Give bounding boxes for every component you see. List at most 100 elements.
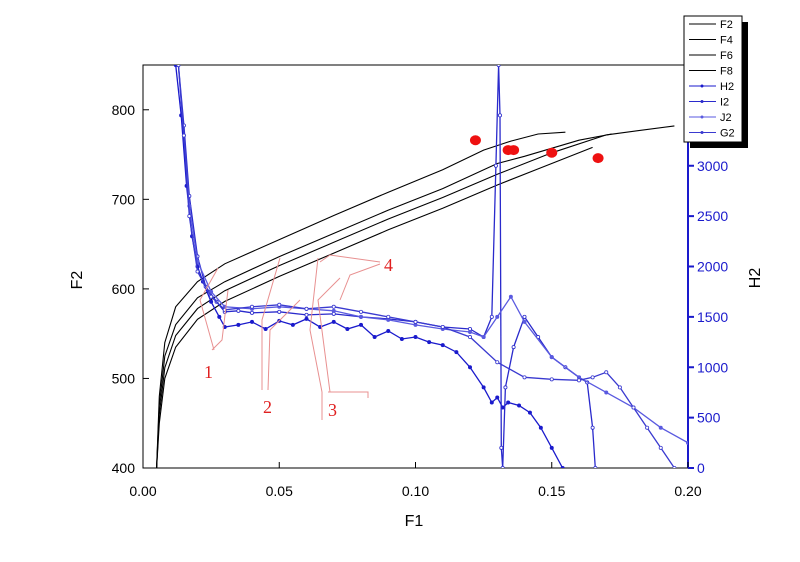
series-point-h2 xyxy=(427,340,432,345)
y-right-tick-label: 0 xyxy=(697,460,705,476)
y-right-tick-label: 1000 xyxy=(697,359,728,375)
series-point-h2 xyxy=(538,425,543,430)
series-point-i2 xyxy=(304,312,309,317)
series-point-g2 xyxy=(181,133,186,138)
series-point-g2 xyxy=(195,269,200,274)
series-line-f4 xyxy=(156,133,612,468)
series-point-h2 xyxy=(489,400,494,405)
highlight-point xyxy=(592,153,604,164)
series-point-g2 xyxy=(604,370,609,375)
series-point-h2 xyxy=(290,322,295,327)
y-right-tick-label: 500 xyxy=(697,410,721,426)
series-line-i2 xyxy=(177,65,596,468)
series-point-h2 xyxy=(217,314,222,319)
series-line-j2 xyxy=(177,65,688,444)
series-point-j2 xyxy=(467,329,472,334)
series-point-i2 xyxy=(277,309,282,314)
legend-marker xyxy=(700,100,704,103)
y-right-tick-label: 2500 xyxy=(697,208,728,224)
series-point-g2 xyxy=(658,445,663,450)
y-left-tick-label: 400 xyxy=(112,460,136,476)
series-point-j2 xyxy=(358,314,363,319)
legend-label: H2 xyxy=(720,81,734,93)
series-point-j2 xyxy=(658,425,663,430)
series-point-g2 xyxy=(176,65,181,67)
series-point-h2 xyxy=(372,335,377,340)
y-left-axis-title: F2 xyxy=(69,271,86,290)
series-point-g2 xyxy=(187,214,192,219)
series-point-h2 xyxy=(481,385,486,390)
x-tick-label: 0.20 xyxy=(674,483,701,499)
series-point-h2 xyxy=(454,350,459,355)
annotation-label-1: 1 xyxy=(204,362,213,382)
series-point-i2 xyxy=(489,314,494,319)
series-point-i2 xyxy=(499,445,504,450)
legend-marker xyxy=(700,131,704,134)
series-point-j2 xyxy=(522,319,527,324)
series-point-j2 xyxy=(209,289,214,294)
series-point-g2 xyxy=(331,304,336,309)
series-point-h2 xyxy=(517,403,522,408)
y-right-tick-label: 2000 xyxy=(697,259,728,275)
legend-marker xyxy=(700,115,704,119)
series-point-g2 xyxy=(522,375,527,380)
annotation-label-2: 2 xyxy=(263,397,272,417)
series-point-h2 xyxy=(304,316,309,321)
series-point-h2 xyxy=(506,400,511,405)
series-point-g2 xyxy=(495,360,500,365)
series-point-g2 xyxy=(440,324,445,329)
highlight-point xyxy=(508,145,520,156)
series-point-i2 xyxy=(497,113,502,118)
series-layer xyxy=(156,65,688,468)
series-point-i2 xyxy=(511,345,516,350)
series-point-g2 xyxy=(549,377,554,382)
y-left-tick-label: 700 xyxy=(112,191,136,207)
series-point-i2 xyxy=(249,310,254,315)
annotation-label-3: 3 xyxy=(328,400,337,420)
series-point-g2 xyxy=(577,378,582,383)
series-point-h2 xyxy=(345,326,350,331)
series-point-i2 xyxy=(236,308,241,313)
y-left-tick-label: 600 xyxy=(112,281,136,297)
series-point-h2 xyxy=(467,365,472,370)
highlight-points-layer xyxy=(469,135,604,164)
series-point-j2 xyxy=(508,294,513,299)
series-point-h2 xyxy=(413,335,418,340)
series-point-i2 xyxy=(522,314,527,319)
series-point-h2 xyxy=(358,322,363,327)
plot-frame xyxy=(142,64,689,469)
legend-label: F6 xyxy=(720,50,733,62)
legend-label: G2 xyxy=(720,128,735,140)
series-point-j2 xyxy=(481,335,486,340)
series-point-g2 xyxy=(304,306,309,311)
series-point-i2 xyxy=(500,466,505,468)
series-point-h2 xyxy=(549,445,554,450)
x-tick-label: 0.15 xyxy=(538,483,565,499)
series-point-j2 xyxy=(549,355,554,360)
series-point-g2 xyxy=(645,425,650,430)
series-point-j2 xyxy=(604,390,609,395)
x-tick-label: 0.10 xyxy=(402,483,429,499)
series-point-i2 xyxy=(593,466,598,468)
legend-label: J2 xyxy=(720,112,732,124)
series-point-h2 xyxy=(249,319,254,324)
series-point-h2 xyxy=(495,395,500,400)
y-left-tick-label: 800 xyxy=(112,102,136,118)
series-point-i2 xyxy=(493,163,498,168)
series-line-f2 xyxy=(156,131,566,468)
x-axis-ticks: 0.00 0.05 0.10 0.15 0.20 xyxy=(129,462,702,499)
annotation-label-4: 4 xyxy=(384,255,393,275)
series-point-g2 xyxy=(413,319,418,324)
series-line-g2 xyxy=(177,65,675,468)
series-point-h2 xyxy=(236,322,241,327)
annotation-lines xyxy=(199,254,381,420)
series-point-i2 xyxy=(496,65,501,67)
series-point-j2 xyxy=(495,314,500,319)
series-point-h2 xyxy=(209,299,214,304)
legend-label: F8 xyxy=(720,66,733,78)
series-point-i2 xyxy=(503,385,508,390)
y-right-axis-title: H2 xyxy=(747,268,764,289)
series-point-g2 xyxy=(358,309,363,314)
series-point-g2 xyxy=(249,304,254,309)
